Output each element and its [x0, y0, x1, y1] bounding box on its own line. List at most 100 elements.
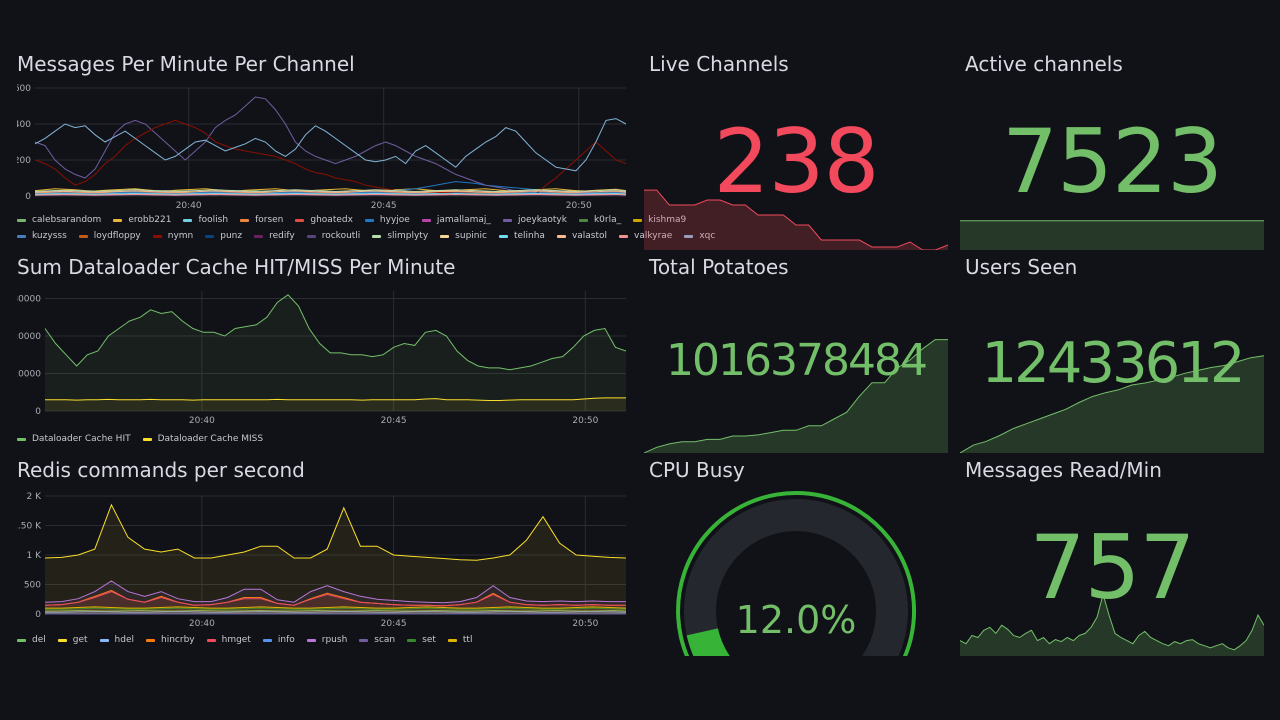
legend-label: slimplyty — [387, 231, 429, 241]
legend-item-joeykaotyk[interactable]: joeykaotyk — [502, 212, 567, 228]
redis-panel-title[interactable]: Redis commands per second — [17, 458, 305, 482]
messages-read-value: 757 — [1029, 516, 1196, 619]
y-tick-label: 1.50 K — [17, 522, 42, 532]
gauge-track — [684, 499, 908, 656]
legend-item-erobb221[interactable]: erobb221 — [113, 212, 171, 228]
y-tick-label: 10000 — [17, 370, 41, 380]
legend-item-loydfloppy[interactable]: loydfloppy — [78, 228, 141, 244]
legend-label: jamallamaj_ — [436, 215, 491, 225]
legend-swatch — [421, 218, 431, 222]
legend-item-jamallamaj[interactable]: jamallamaj_ — [421, 212, 491, 228]
series-line-set[interactable] — [45, 607, 627, 610]
legend-label: calebsarandom — [32, 215, 102, 225]
legend-swatch — [254, 234, 264, 238]
legend-item-supinic[interactable]: supinic — [440, 228, 487, 244]
x-tick-label: 20:50 — [572, 416, 598, 426]
legend-swatch — [359, 638, 369, 642]
legend-swatch — [17, 218, 26, 222]
legend-item-telinha[interactable]: telinha — [498, 228, 545, 244]
legend-item-nymn[interactable]: nymn — [152, 228, 193, 244]
series-line-del[interactable] — [45, 609, 627, 612]
legend-item-set[interactable]: set — [407, 632, 436, 648]
legend-item-ghoatedx[interactable]: ghoatedx — [295, 212, 353, 228]
active-channels-title[interactable]: Active channels — [965, 52, 1123, 76]
total-potatoes-stat: 1016378484 — [644, 291, 948, 453]
legend-item-hyyjoe[interactable]: hyyjoe — [364, 212, 410, 228]
legend-item-del[interactable]: del — [17, 632, 46, 648]
messages-read-title[interactable]: Messages Read/Min — [965, 458, 1162, 482]
messages-chart[interactable]: 600 400 200 0 20:40 20:45 20:50 — [17, 82, 628, 212]
users-seen-value: 12433612 — [981, 331, 1245, 396]
legend-item-kishma9[interactable]: kishma9 — [633, 212, 686, 228]
legend-item-k0rla[interactable]: k0rla_ — [578, 212, 622, 228]
total-potatoes-title[interactable]: Total Potatoes — [649, 255, 789, 279]
legend-item-xqc[interactable]: xqc — [684, 228, 715, 244]
cpu-busy-title[interactable]: CPU Busy — [649, 458, 745, 482]
messages-panel-title[interactable]: Messages Per Minute Per Channel — [17, 52, 355, 76]
y-tick-label: 500 — [24, 581, 41, 591]
series-line-get[interactable] — [44, 503, 627, 561]
redis-legend: del get hdel hincrby hmget info rpush scan set tt… — [17, 632, 484, 648]
series-line-ttl[interactable] — [45, 606, 627, 609]
legend-item-calebsarandom[interactable]: calebsarandom — [17, 212, 101, 228]
legend-item-hincrby[interactable]: hincrby — [146, 632, 195, 648]
series-line-slimplyty[interactable] — [34, 189, 627, 193]
legend-swatch — [142, 437, 152, 441]
series-line-rpush[interactable] — [44, 580, 626, 604]
legend-item-dataloader-cache-hit[interactable]: Dataloader Cache HIT — [17, 431, 131, 447]
dataloader-panel-title[interactable]: Sum Dataloader Cache HIT/MISS Per Minute — [17, 255, 456, 279]
y-tick-label: 30000 — [17, 295, 41, 305]
legend-item-info[interactable]: info — [262, 632, 295, 648]
legend-swatch — [17, 234, 26, 238]
legend-item-hmget[interactable]: hmget — [206, 632, 251, 648]
legend-swatch — [183, 218, 193, 222]
users-seen-title[interactable]: Users Seen — [965, 255, 1078, 279]
live-channels-title[interactable]: Live Channels — [649, 52, 789, 76]
series-line-telinha[interactable] — [34, 192, 627, 195]
series-line-hdel[interactable] — [45, 611, 627, 613]
legend-label: k0rla_ — [593, 215, 622, 225]
legend-item-rockoutli[interactable]: rockoutli — [306, 228, 360, 244]
live-channels-panel: Live Channels 238 — [644, 52, 948, 250]
redis-chart[interactable]: 2 K 1.50 K 1 K 500 0 20:40 20:45 20:50 — [17, 490, 628, 630]
series-line-valkyrae[interactable] — [34, 193, 627, 196]
series-line-dataloader-cache-miss[interactable] — [45, 397, 626, 401]
legend-item-forsen[interactable]: forsen — [240, 212, 283, 228]
legend-label: ttl — [462, 635, 473, 645]
legend-item-hdel[interactable]: hdel — [99, 632, 134, 648]
users-seen-panel: Users Seen 12433612 — [960, 255, 1264, 453]
x-tick-label: 20:40 — [189, 416, 215, 426]
legend-swatch — [295, 218, 305, 222]
legend-item-redify[interactable]: redify — [254, 228, 295, 244]
messages-read-sparkline — [960, 592, 1264, 656]
legend-item-punz[interactable]: punz — [205, 228, 242, 244]
legend-item-get[interactable]: get — [57, 632, 88, 648]
series-line-joeykaotyk[interactable] — [34, 96, 626, 195]
legend-label: punz — [220, 231, 243, 241]
x-tick-label: 20:40 — [189, 619, 215, 629]
sparkline-line — [960, 355, 1264, 453]
dataloader-chart[interactable]: 30000 20000 10000 0 20:40 20:45 20:50 — [17, 287, 628, 427]
active-channels-value: 7523 — [1002, 110, 1223, 213]
series-line-dataloader-cache-hit[interactable] — [44, 294, 627, 371]
legend-item-kuzysss[interactable]: kuzysss — [17, 228, 67, 244]
series-line-valastol[interactable] — [34, 190, 627, 193]
x-tick-label: 20:50 — [566, 201, 592, 211]
legend-item-valastol[interactable]: valastol — [556, 228, 608, 244]
legend-item-rpush[interactable]: rpush — [306, 632, 347, 648]
x-tick-label: 20:45 — [381, 619, 407, 629]
legend-item-ttl[interactable]: ttl — [447, 632, 473, 648]
legend-item-foolish[interactable]: foolish — [183, 212, 228, 228]
legend-item-dataloader-cache-miss[interactable]: Dataloader Cache MISS — [142, 431, 263, 447]
legend-item-slimplyty[interactable]: slimplyty — [372, 228, 428, 244]
series-area-rpush — [45, 581, 626, 614]
legend-swatch — [78, 234, 88, 238]
legend-label: valastol — [571, 231, 608, 241]
series-line-xqc[interactable] — [34, 118, 627, 172]
legend-swatch — [306, 638, 316, 642]
legend-swatch — [113, 218, 123, 222]
legend-item-valkyrae[interactable]: valkyrae — [619, 228, 672, 244]
legend-item-scan[interactable]: scan — [359, 632, 395, 648]
series-line-hmget[interactable] — [44, 591, 626, 607]
legend-swatch — [440, 234, 450, 238]
